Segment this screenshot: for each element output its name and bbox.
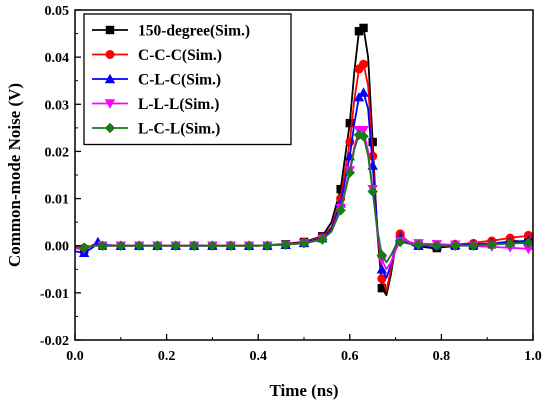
y-tick-label: 0.00 [45, 240, 70, 255]
data-point [368, 137, 377, 147]
data-point [280, 239, 291, 250]
legend-marker [105, 25, 115, 35]
data-point [367, 186, 378, 197]
data-point [133, 240, 145, 251]
data-point [353, 92, 365, 102]
data-point [523, 244, 534, 255]
x-tick-label: 1.0 [524, 349, 542, 364]
x-tick-label: 0.6 [341, 349, 359, 364]
legend-marker [104, 73, 116, 84]
data-point [152, 240, 163, 251]
data-point [335, 205, 346, 216]
data-point [504, 238, 516, 250]
data-point [336, 184, 345, 194]
data-point [359, 59, 369, 69]
data-point [78, 242, 90, 253]
data-point [358, 87, 369, 97]
legend-item: C-L-C(Sim.) [92, 72, 221, 89]
y-axis-label: Common-mode Noise (V) [5, 83, 24, 267]
data-point [345, 118, 354, 128]
data-point [354, 27, 364, 36]
y-tick-label: -0.01 [40, 287, 69, 302]
data-point [243, 240, 255, 251]
y-tick-label: 0.02 [45, 145, 70, 160]
data-point [523, 237, 534, 249]
data-point [394, 236, 406, 248]
legend-item: L-L-L(Sim.) [92, 96, 219, 113]
data-point [376, 264, 388, 274]
data-point [97, 240, 108, 251]
legend-marker [105, 50, 115, 59]
data-point [188, 240, 200, 251]
data-point [358, 126, 369, 136]
y-tick-label: -0.02 [40, 334, 69, 349]
data-point [431, 240, 443, 251]
data-point [449, 240, 461, 251]
data-point [317, 234, 328, 245]
legend-marker [104, 99, 116, 109]
data-point [359, 23, 368, 33]
data-point [377, 283, 387, 293]
legend-item: L-C-L(Sim.) [92, 121, 220, 138]
data-point [468, 240, 479, 251]
legend-label: C-L-C(Sim.) [138, 72, 221, 89]
data-point [358, 131, 369, 142]
legend-label: L-C-L(Sim.) [138, 121, 220, 138]
x-axis-label: Time (ns) [269, 381, 338, 400]
x-tick-label: 0.0 [66, 349, 84, 364]
data-point [377, 274, 387, 284]
data-point [207, 240, 218, 251]
x-tick-label: 0.2 [158, 349, 176, 364]
series-5 [74, 129, 534, 264]
data-point [298, 238, 310, 249]
data-point [262, 240, 273, 251]
axes-layer: 0.0 0.2 0.4 0.6 0.8 1.0 -0.02 -0.01 0.00 0.01 0.02… [40, 4, 542, 364]
legend: 150-degree(Sim.) C-C-C(Sim.) C-L-C(Sim.) L-… [83, 13, 292, 146]
legend-item: 150-degree(Sim.) [92, 23, 250, 40]
y-tick-label: 0.01 [45, 193, 70, 208]
x-tick-label: 0.8 [433, 349, 451, 364]
legend-label: L-L-L(Sim.) [138, 96, 219, 113]
y-tick-label: 0.05 [45, 4, 70, 19]
legend-item: C-C-C(Sim.) [92, 47, 222, 64]
legend-label: 150-degree(Sim.) [138, 23, 250, 40]
data-point [170, 240, 181, 251]
data-point [225, 240, 236, 251]
y-tick-label: 0.04 [45, 51, 70, 66]
y-tick-label: 0.03 [45, 98, 70, 113]
data-point [413, 239, 424, 250]
x-tick-label: 0.4 [249, 349, 267, 364]
data-point [376, 249, 388, 261]
data-point [115, 240, 126, 251]
legend-marker [104, 122, 116, 134]
series-layer [74, 23, 534, 297]
data-point [486, 239, 497, 250]
data-point [344, 167, 355, 178]
legend-label: C-C-C(Sim.) [138, 47, 222, 64]
